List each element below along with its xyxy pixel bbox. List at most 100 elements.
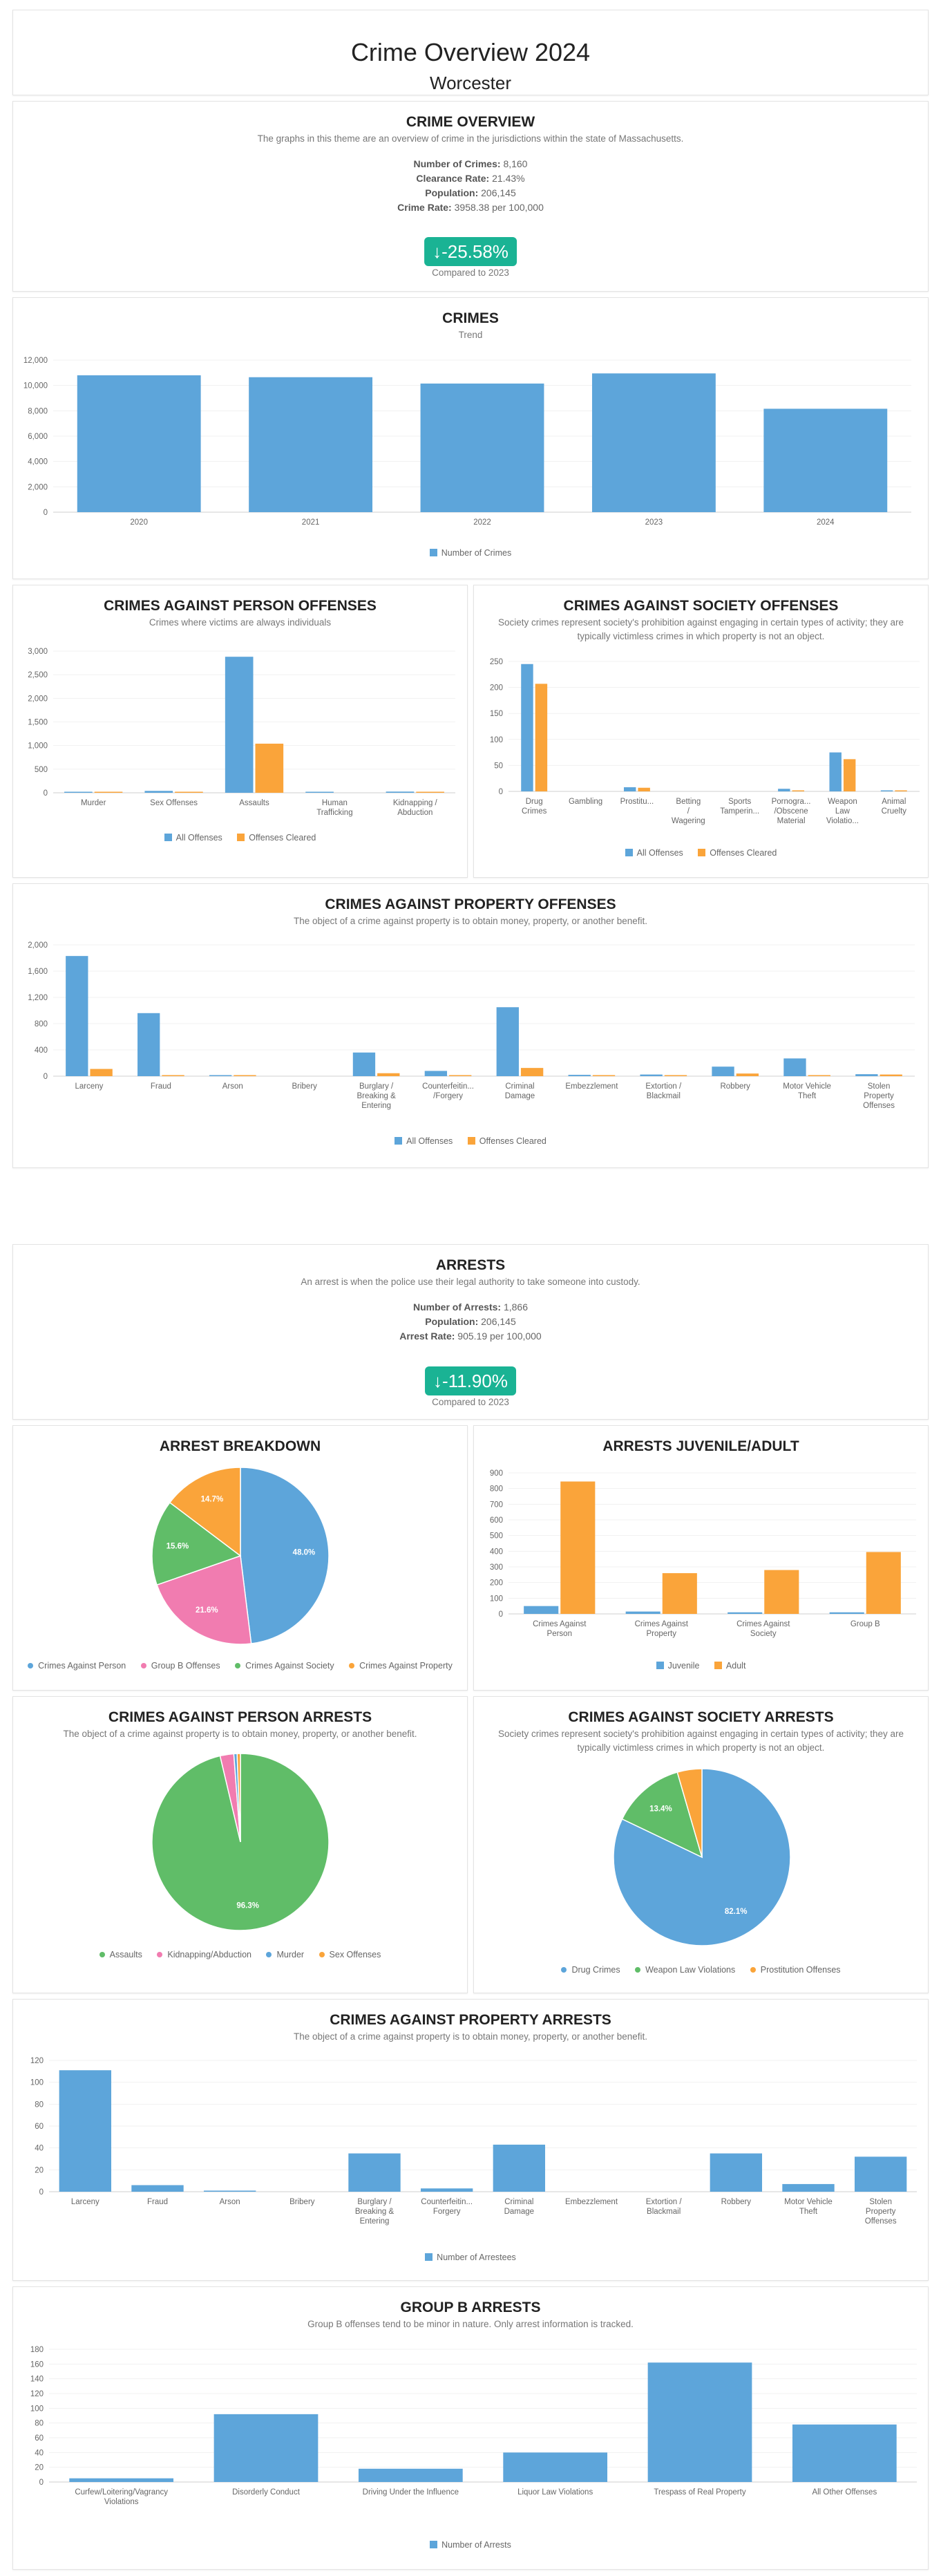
x-tick-label: Offenses	[863, 1102, 895, 1110]
bar	[225, 657, 254, 793]
stat-line: Crime Rate: 3958.38 per 100,000	[13, 200, 928, 215]
pie-label: 14.7%	[201, 1496, 224, 1504]
legend-item: All Offenses	[395, 1136, 453, 1146]
pie-slice	[236, 1753, 241, 1843]
bar	[712, 1066, 734, 1076]
legend-swatch	[635, 1967, 641, 1973]
legend-item: Number of Crimes	[429, 548, 511, 558]
bar	[131, 2185, 184, 2192]
society-arrests-chart: 82.1% 13.4%	[613, 1768, 791, 1946]
stat-line: Population: 206,145	[13, 186, 928, 200]
property-arrests-legend: Number of Arrestees	[13, 2253, 928, 2262]
x-tick-label: Kidnapping /	[393, 799, 438, 807]
bar	[792, 2424, 897, 2482]
bar	[728, 1612, 763, 1614]
person-arrests-card: CRIMES AGAINST PERSON ARRESTS The object…	[12, 1696, 468, 1993]
x-tick-label: Forgery	[433, 2208, 461, 2216]
legend-label: Adult	[725, 1661, 746, 1671]
x-tick-label: Property	[866, 2208, 896, 2216]
x-tick-label: Theft	[799, 2208, 818, 2216]
legend-item: Offenses Cleared	[237, 833, 316, 843]
x-tick-label: Drug	[526, 798, 543, 806]
bar	[64, 791, 93, 793]
y-tick-label: 10,000	[23, 382, 48, 391]
bar	[94, 791, 123, 793]
x-tick-label: Pornogra...	[772, 798, 811, 806]
x-tick-label: Arson	[220, 2198, 240, 2206]
x-tick-label: Counterfeitin...	[421, 2198, 473, 2206]
x-tick-label: Murder	[81, 799, 106, 807]
bar	[591, 373, 716, 512]
y-tick-label: 0	[39, 2188, 44, 2197]
legend-label: Number of Arrests	[441, 2540, 511, 2550]
x-tick-label: Theft	[798, 1092, 817, 1100]
legend-swatch	[99, 1952, 105, 1957]
stat-value: 1,866	[503, 1301, 528, 1313]
property-offenses-chart: 0 400 800 1,200 1,600 2,000 Larceny Fraud Arson B…	[28, 941, 915, 1110]
bar	[377, 1073, 400, 1076]
x-tick-label: Tamperin...	[720, 807, 759, 816]
x-tick-label: /	[687, 807, 690, 816]
x-tick-label: Gambling	[569, 798, 602, 806]
x-tick-label: Group B	[850, 1620, 880, 1628]
x-tick-label: Curfew/Loitering/Vagrancy	[75, 2488, 168, 2497]
x-tick-label: Crimes Against	[736, 1620, 790, 1628]
arrest-change-badge: ↓-11.90%	[425, 1366, 516, 1395]
stat-line: Arrest Rate: 905.19 per 100,000	[13, 1329, 928, 1344]
x-tick-label: Motor Vehicle	[783, 1082, 831, 1091]
person-arrests-subtitle: The object of a crime against property i…	[63, 1729, 417, 1739]
bar	[416, 791, 444, 793]
legend-label: Offenses Cleared	[710, 848, 777, 858]
y-tick-label: 600	[490, 1516, 503, 1525]
pie-slice	[240, 1467, 330, 1644]
crimes-trend-subtitle: Trend	[458, 330, 483, 340]
arrest-breakdown-title: ARREST BREAKDOWN	[159, 1438, 321, 1454]
x-tick-label: Violations	[104, 2498, 139, 2506]
bar	[520, 1068, 544, 1076]
bar	[783, 1058, 806, 1076]
x-tick-label: 2021	[302, 518, 320, 527]
bar	[568, 1075, 591, 1076]
property-arrests-chart: 0 20 40 60 80 100 120 Larceny Fraud Arson Bribery B…	[30, 2057, 917, 2226]
legend-item: All Offenses	[164, 833, 222, 843]
bar	[855, 1074, 878, 1076]
legend-item: Assaults	[99, 1950, 142, 1959]
property-arrests-card: CRIMES AGAINST PROPERTY ARRESTS The obje…	[12, 1999, 929, 2281]
stat-value: 206,145	[481, 187, 516, 198]
y-tick-label: 0	[44, 509, 48, 517]
crime-overview-title: CRIME OVERVIEW	[406, 114, 535, 130]
x-tick-label: Trespass of Real Property	[654, 2488, 745, 2497]
legend-item: All Offenses	[625, 848, 683, 858]
y-tick-label: 0	[499, 788, 503, 796]
legend-swatch	[698, 849, 706, 856]
arrest-breakdown-chart: 48.0% 21.6% 15.6% 14.7%	[151, 1467, 330, 1645]
y-tick-label: 80	[35, 2100, 44, 2109]
bar	[144, 791, 173, 793]
crimes-trend-card: CRIMES Trend 0 2,000 4,000 6,000 8,000 10,000…	[12, 297, 929, 579]
bar	[69, 2478, 174, 2482]
pie-slice	[169, 1467, 241, 1557]
y-tick-label: 1,000	[28, 742, 48, 751]
y-tick-label: 700	[490, 1501, 503, 1509]
society-arrests-legend: Drug Crimes Weapon Law Violations Prosti…	[474, 1965, 928, 1975]
bar	[736, 1073, 759, 1076]
stat-value: 3958.38 per 100,000	[454, 202, 544, 213]
legend-label: Crimes Against Property	[359, 1661, 453, 1671]
legend-swatch	[430, 2541, 438, 2548]
x-tick-label: Damage	[505, 1092, 535, 1100]
x-tick-label: /Obscene	[774, 807, 808, 816]
stat-value: 905.19 per 100,000	[457, 1331, 542, 1342]
legend-item: Prostitution Offenses	[750, 1965, 841, 1975]
property-arrests-subtitle: The object of a crime against property i…	[293, 2031, 648, 2042]
x-tick-label: 2023	[645, 518, 663, 527]
legend-label: Assaults	[109, 1950, 142, 1959]
bar	[358, 2468, 463, 2482]
x-tick-label: Criminal	[504, 2198, 533, 2206]
y-tick-label: 1,600	[28, 968, 48, 976]
x-tick-label: Damage	[504, 2208, 534, 2216]
legend-label: Murder	[276, 1950, 305, 1959]
bar	[880, 1074, 902, 1076]
x-tick-label: Property	[864, 1092, 894, 1100]
person-offenses-legend: All Offenses Offenses Cleared	[13, 833, 467, 843]
person-offenses-title: CRIMES AGAINST PERSON OFFENSES	[104, 598, 377, 614]
